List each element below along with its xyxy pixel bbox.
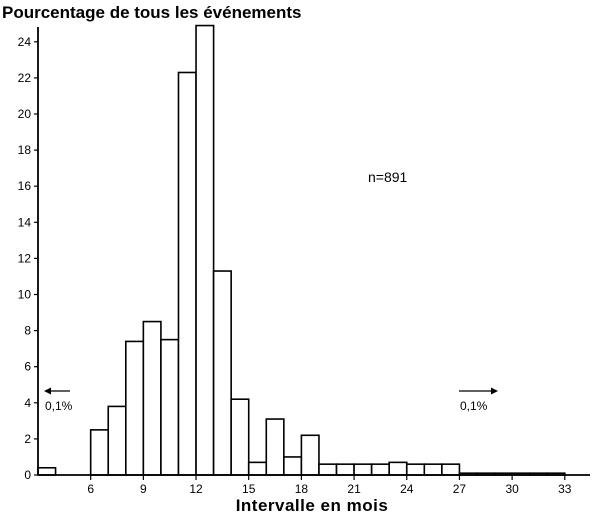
x-tick-label: 27 bbox=[453, 482, 467, 496]
x-tick-label: 30 bbox=[505, 482, 519, 496]
histogram-bar bbox=[160, 338, 180, 476]
y-tick-label: 20 bbox=[18, 107, 32, 121]
histogram-bar bbox=[247, 461, 268, 476]
histogram-bar bbox=[125, 340, 145, 476]
histogram-bar bbox=[405, 463, 426, 476]
histogram-bar bbox=[423, 463, 443, 476]
histogram-bar bbox=[388, 461, 408, 476]
histogram-bar bbox=[230, 398, 250, 476]
histogram-bar bbox=[142, 320, 162, 476]
axes-group bbox=[37, 27, 590, 476]
y-tick-label: 6 bbox=[24, 360, 31, 374]
y-tick-label: 24 bbox=[18, 35, 32, 49]
chart-title: Pourcentage de tous les événements bbox=[2, 3, 302, 22]
histogram-bar bbox=[353, 463, 373, 476]
x-tick-label: 6 bbox=[87, 482, 94, 496]
y-tick-label: 10 bbox=[18, 288, 32, 302]
histogram-bar bbox=[89, 429, 110, 476]
x-tick-label: 33 bbox=[558, 482, 572, 496]
sample-size-label: n=891 bbox=[368, 169, 408, 185]
y-tick-label: 2 bbox=[24, 432, 31, 446]
histogram-bar bbox=[300, 434, 320, 476]
histogram-bar bbox=[212, 270, 232, 476]
histogram-bar bbox=[265, 418, 285, 476]
y-tick-label: 14 bbox=[18, 215, 32, 229]
histogram-bar bbox=[318, 463, 338, 476]
bars-group bbox=[37, 24, 566, 476]
y-tick-label: 0 bbox=[24, 468, 31, 482]
histogram-bar bbox=[283, 456, 303, 476]
histogram-bar bbox=[37, 466, 57, 476]
y-tick-label: 8 bbox=[24, 324, 31, 338]
left-arrow-icon bbox=[44, 387, 51, 395]
x-tick-label: 18 bbox=[295, 482, 309, 496]
y-tick-label: 18 bbox=[18, 143, 32, 157]
x-tick-label: 21 bbox=[347, 482, 361, 496]
histogram-bar bbox=[195, 24, 215, 476]
x-tick-label: 15 bbox=[242, 482, 256, 496]
right-note-label: 0,1% bbox=[460, 399, 488, 413]
x-tick-label: 9 bbox=[140, 482, 147, 496]
histogram-bar bbox=[177, 71, 197, 476]
histogram-bar bbox=[370, 463, 391, 476]
histogram-bar bbox=[335, 463, 355, 476]
right-note: 0,1% bbox=[459, 387, 498, 413]
y-tick-label: 16 bbox=[18, 179, 32, 193]
x-axis-label: Intervalle en mois bbox=[236, 496, 389, 515]
x-tick-label: 24 bbox=[400, 482, 414, 496]
x-tick-label: 12 bbox=[189, 482, 203, 496]
histogram-bar bbox=[107, 405, 127, 476]
right-arrow-icon bbox=[491, 387, 498, 395]
histogram-bar bbox=[441, 463, 461, 476]
left-note: 0,1% bbox=[44, 387, 73, 413]
y-tick-label: 22 bbox=[18, 71, 32, 85]
y-tick-label: 12 bbox=[18, 251, 32, 265]
x-ticks-group: 6 9 12 15 18 21 24 27 30 33 bbox=[87, 475, 572, 496]
y-tick-label: 4 bbox=[24, 396, 31, 410]
left-note-label: 0,1% bbox=[45, 399, 73, 413]
